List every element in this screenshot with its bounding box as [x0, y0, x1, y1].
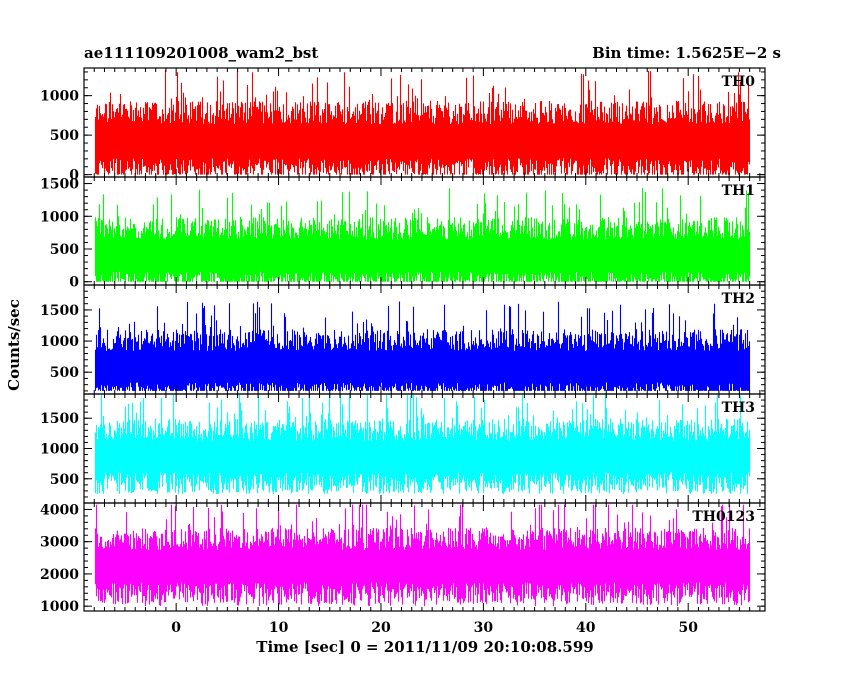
- x-tick-label: 40: [576, 620, 596, 636]
- y-tick-label: 0: [69, 168, 79, 184]
- chart-title: ae111109201008_wam2_bst: [84, 44, 319, 62]
- y-axis-label: Counts/sec: [5, 299, 23, 391]
- x-tick-label: 20: [371, 620, 391, 636]
- x-tick-label: 30: [474, 620, 494, 636]
- panel-label-th2: TH2: [722, 291, 755, 307]
- y-tick-label: 500: [50, 472, 79, 488]
- y-tick-label: 2000: [40, 567, 79, 583]
- y-tick-label: 1000: [40, 442, 79, 458]
- y-tick-label: 1000: [40, 334, 79, 350]
- panel-frame-th0123: [83, 502, 766, 612]
- y-tick-label: 1500: [40, 411, 79, 427]
- y-tick-label: 1500: [40, 303, 79, 319]
- panel-label-th1: TH1: [722, 183, 755, 199]
- x-axis-label: Time [sec] 0 = 2011/11/09 20:10:08.599: [256, 638, 594, 656]
- series-trace-th2: [94, 301, 751, 391]
- series-trace-th0: [94, 70, 751, 175]
- x-tick-label: 0: [171, 620, 181, 636]
- y-tick-label: 500: [50, 128, 79, 144]
- panel-label-th3: TH3: [722, 400, 755, 416]
- series-trace-th3: [94, 395, 751, 494]
- series-trace-th0123: [94, 504, 751, 607]
- y-tick-label: 500: [50, 365, 79, 381]
- bin-time-label: Bin time: 1.5625E−2 s: [592, 44, 781, 62]
- panel-label-th0: TH0: [722, 74, 756, 90]
- y-tick-label: 3000: [40, 535, 79, 551]
- y-tick-label: 4000: [40, 502, 79, 518]
- panel-label-th0123: TH0123: [692, 509, 755, 525]
- y-tick-label: 1000: [40, 599, 79, 615]
- y-tick-label: 500: [50, 242, 79, 258]
- x-tick-label: 50: [678, 620, 698, 636]
- series-trace-th1: [94, 188, 751, 282]
- y-tick-label: 1000: [40, 209, 79, 225]
- y-tick-label: 1000: [40, 89, 79, 105]
- x-tick-label: 10: [269, 620, 289, 636]
- y-tick-label: 0: [69, 275, 79, 291]
- y-tick-label: 1500: [40, 177, 79, 193]
